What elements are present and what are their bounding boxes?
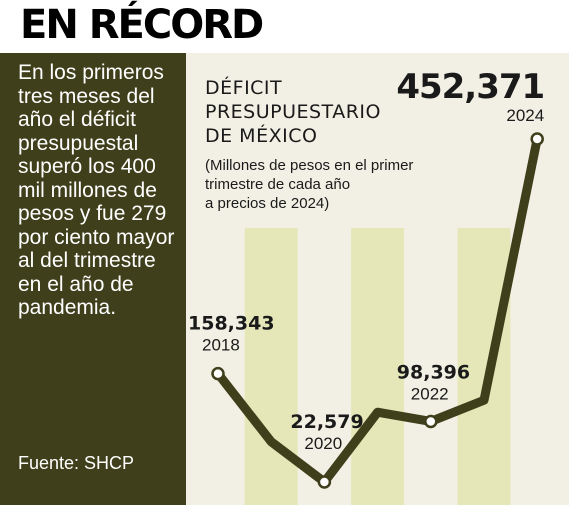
year-band-2021 xyxy=(351,228,405,505)
chart-subtitle-line-2: trimestre de cada año xyxy=(205,176,351,193)
source-note: Fuente: SHCP xyxy=(18,453,135,473)
deficit-series-line xyxy=(213,134,542,487)
value-label-2018: 158,343 xyxy=(188,313,275,335)
chart-title: DÉFICIT PRESUPUESTARIO DE MÉXICO xyxy=(205,76,381,148)
year-label-2020: 2020 xyxy=(304,434,342,453)
value-label-2022: 98,396 xyxy=(397,361,470,383)
header: EN RÉCORD xyxy=(0,0,569,53)
page-title: EN RÉCORD xyxy=(20,2,264,48)
year-label-2018: 2018 xyxy=(202,336,240,355)
chart-subtitle-line-3: a precios de 2024) xyxy=(205,195,330,212)
sidebar: En los primeros tres meses del año el dé… xyxy=(0,53,186,505)
sidebar-summary-text: En los primeros tres meses del año el dé… xyxy=(18,61,175,319)
data-point-2018 xyxy=(211,366,225,381)
year-label-2024: 2024 xyxy=(506,106,544,125)
chart-title-line-2: PRESUPUESTARIO xyxy=(205,101,381,123)
value-label-2020: 22,579 xyxy=(290,411,363,433)
chart-subtitle-line-1: (Millones de pesos en el primer xyxy=(205,157,414,174)
chart-title-line-3: DE MÉXICO xyxy=(205,125,318,147)
year-band-2023 xyxy=(457,228,511,505)
chart-title-line-1: DÉFICIT xyxy=(205,77,283,99)
data-point-2022 xyxy=(424,414,438,429)
data-point-2024 xyxy=(530,132,544,146)
value-label-2024: 452,371 xyxy=(396,67,544,107)
data-point-2020 xyxy=(317,475,332,489)
year-label-2022: 2022 xyxy=(411,384,449,403)
chart-subtitle: (Millones de pesos en el primer trimestr… xyxy=(205,156,413,213)
year-band-2019 xyxy=(244,228,298,505)
